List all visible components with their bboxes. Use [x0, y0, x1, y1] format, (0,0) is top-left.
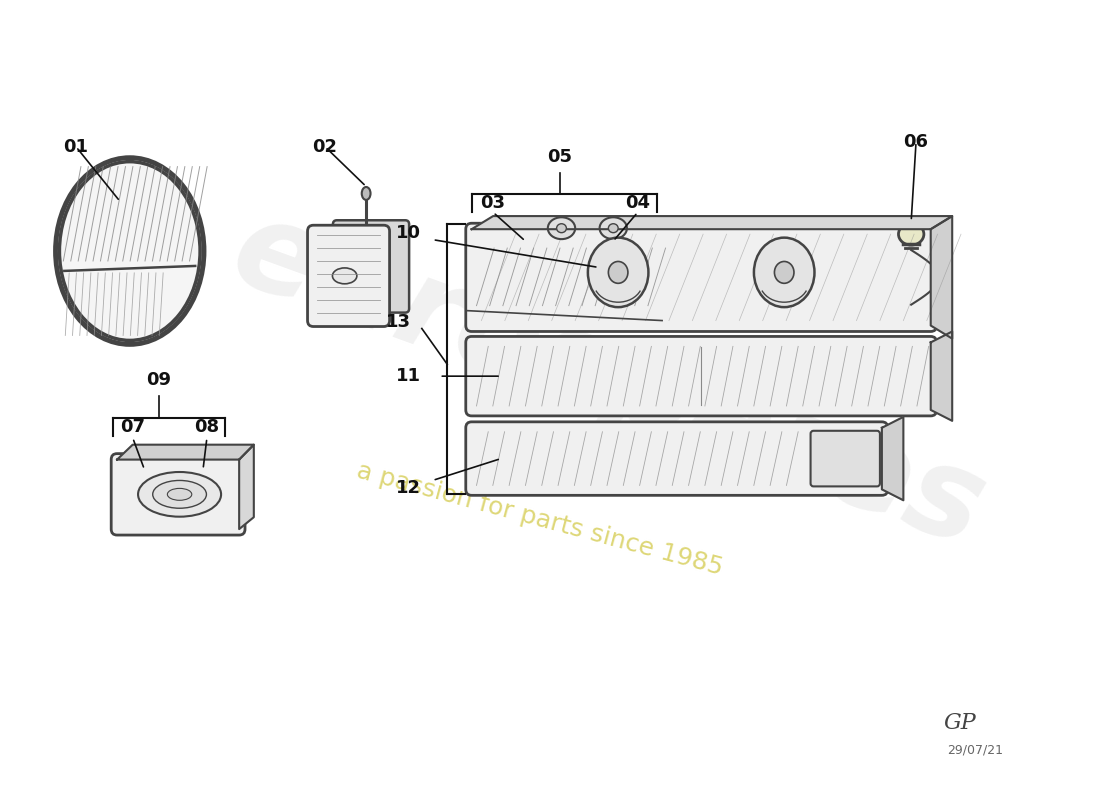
Polygon shape: [239, 445, 254, 529]
Text: 04: 04: [625, 194, 650, 212]
Text: 01: 01: [64, 138, 88, 156]
Text: 06: 06: [903, 133, 928, 151]
Text: 13: 13: [386, 313, 411, 330]
Text: eurospares: eurospares: [217, 188, 1000, 572]
Polygon shape: [466, 224, 672, 321]
FancyBboxPatch shape: [333, 220, 409, 313]
FancyBboxPatch shape: [465, 422, 888, 495]
Text: 02: 02: [312, 138, 338, 156]
Text: 11: 11: [396, 367, 420, 385]
Ellipse shape: [153, 481, 207, 508]
Ellipse shape: [774, 262, 794, 283]
Ellipse shape: [548, 218, 575, 239]
Ellipse shape: [608, 224, 618, 233]
FancyBboxPatch shape: [465, 223, 936, 331]
FancyBboxPatch shape: [308, 226, 389, 326]
Polygon shape: [931, 331, 953, 421]
Ellipse shape: [139, 472, 221, 517]
FancyBboxPatch shape: [465, 337, 936, 416]
Ellipse shape: [587, 238, 648, 307]
Ellipse shape: [59, 162, 200, 341]
Ellipse shape: [332, 268, 356, 284]
Ellipse shape: [754, 238, 814, 307]
Text: 29/07/21: 29/07/21: [947, 743, 1003, 756]
Text: 05: 05: [547, 148, 572, 166]
Ellipse shape: [899, 223, 924, 245]
Polygon shape: [882, 417, 903, 500]
FancyBboxPatch shape: [111, 454, 245, 535]
Text: a passion for parts since 1985: a passion for parts since 1985: [354, 458, 726, 580]
Ellipse shape: [167, 488, 191, 500]
Ellipse shape: [600, 218, 627, 239]
Ellipse shape: [557, 224, 566, 233]
Text: GP: GP: [944, 712, 977, 734]
Ellipse shape: [362, 187, 371, 200]
FancyBboxPatch shape: [811, 430, 880, 486]
Polygon shape: [117, 445, 254, 459]
Text: 08: 08: [195, 418, 220, 436]
Text: 07: 07: [120, 418, 145, 436]
Polygon shape: [472, 216, 953, 229]
Text: 09: 09: [146, 371, 172, 389]
Text: 10: 10: [396, 224, 420, 242]
Ellipse shape: [608, 262, 628, 283]
Polygon shape: [931, 216, 953, 338]
Text: 03: 03: [481, 194, 506, 212]
Text: 12: 12: [396, 479, 420, 498]
